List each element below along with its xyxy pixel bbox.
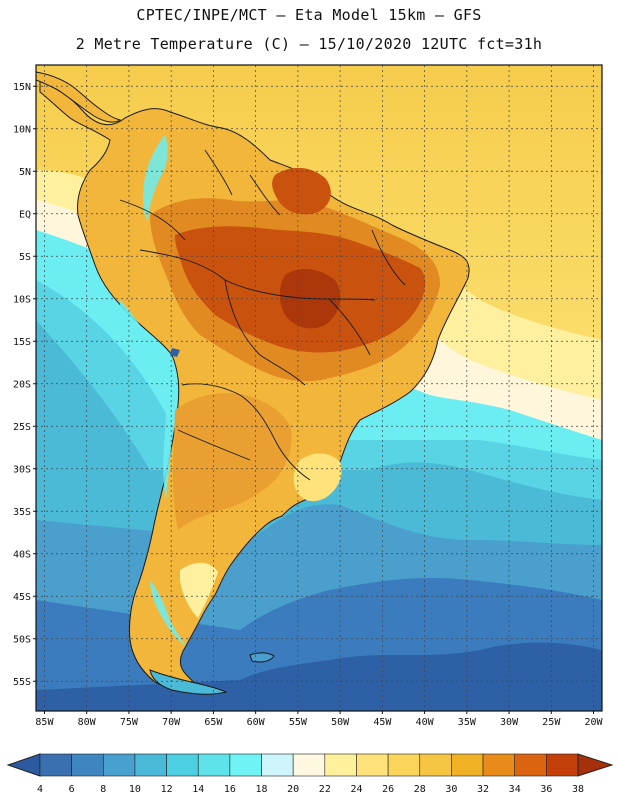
temperature-map: 15N 10N 5N EQ 5S 10S 15S 20S 25S 30S 35S 40S 45S 50S 5… [13, 64, 604, 728]
patagonia-cool [180, 562, 218, 618]
hot-zone-north [272, 167, 331, 215]
graticule [36, 65, 602, 711]
lon-label: 70W [162, 717, 181, 728]
longitude-labels: 85W 80W 75W 70W 65W 60W 55W 50W 45W 40W 35W 30W 25W 2… [35, 711, 604, 728]
colorbar-tick-label: 14 [192, 784, 204, 795]
colorbar-tick-label: 24 [350, 784, 362, 795]
colorbar-box [419, 753, 452, 777]
lake-titicaca [170, 348, 180, 357]
lat-label: 40S [13, 549, 31, 560]
colorbar-tick-label: 16 [224, 784, 236, 795]
lat-label: 10N [13, 124, 31, 135]
colorbar-tick-label: 20 [287, 784, 299, 795]
colorbar-box [324, 753, 357, 777]
title-line-1: CPTEC/INPE/MCT – Eta Model 15km – GFS [136, 6, 482, 24]
lat-label: 30S [13, 464, 31, 475]
lon-label: 80W [78, 717, 97, 728]
map-frame [35, 64, 603, 712]
colorbar-box [71, 753, 104, 777]
colorbar-tick-label: 34 [509, 784, 521, 795]
lon-label: 20W [585, 717, 604, 728]
warm-zone-south [172, 393, 292, 530]
colorbar-box [197, 753, 231, 777]
colorbar-box [102, 753, 136, 777]
colorbar-box [387, 753, 421, 777]
colorbar-box [546, 753, 579, 777]
colorbar-box [356, 753, 389, 777]
colorbar-tick-label: 18 [256, 784, 268, 795]
lon-label: 85W [35, 717, 54, 728]
lat-label: 55S [13, 677, 31, 688]
lon-label: 50W [331, 717, 350, 728]
cool-zone-south-brazil [293, 453, 342, 502]
country-borders [119, 149, 406, 481]
title-line-2: 2 Metre Temperature (C) – 15/10/2020 12U… [75, 35, 543, 53]
colorbar-box [514, 753, 547, 777]
tierra-del-fuego [149, 669, 228, 695]
colorbar-box [261, 753, 294, 777]
lat-label: 35S [13, 507, 31, 518]
colorbar-box [292, 753, 326, 777]
lat-label: EQ [19, 209, 31, 220]
falkland-islands [249, 652, 275, 663]
lat-label: 20S [13, 379, 31, 390]
lon-label: 75W [120, 717, 139, 728]
map-field [36, 65, 602, 711]
colorbar-box [39, 753, 72, 777]
lat-label: 15N [13, 82, 31, 93]
colorbar-tick-label: 28 [414, 784, 426, 795]
lat-label: 45S [13, 592, 31, 603]
colorbar: 4 6 8 10 12 14 16 18 20 22 24 26 28 30 32 34 36 38 [6, 753, 614, 795]
lat-label: 5S [19, 252, 31, 263]
colorbar-box [451, 753, 484, 777]
lat-label: 10S [13, 294, 31, 305]
colorbar-box [134, 753, 167, 777]
colorbar-tick-label: 38 [572, 784, 584, 795]
colorbar-tick-label: 26 [382, 784, 394, 795]
colorbar-tick-label: 8 [100, 784, 106, 795]
lon-label: 40W [416, 717, 435, 728]
colorbar-tick-label: 4 [37, 784, 43, 795]
colorbar-high-arrow [577, 753, 614, 777]
lon-label: 30W [500, 717, 519, 728]
lon-label: 55W [289, 717, 308, 728]
lon-label: 45W [373, 717, 392, 728]
colorbar-tick-label: 30 [445, 784, 457, 795]
colorbar-box [229, 753, 262, 777]
colorbar-box [482, 753, 516, 777]
lat-label: 50S [13, 634, 31, 645]
colorbar-tick-label: 12 [161, 784, 173, 795]
lat-label: 5N [19, 167, 31, 178]
colorbar-box [166, 753, 199, 777]
colorbar-tick-label: 32 [477, 784, 489, 795]
lon-label: 65W [204, 717, 223, 728]
colorbar-tick-label: 22 [319, 784, 331, 795]
lon-label: 25W [542, 717, 561, 728]
latitude-labels: 15N 10N 5N EQ 5S 10S 15S 20S 25S 30S 35S 40S 45S 50S 5… [13, 82, 36, 688]
lon-label: 60W [247, 717, 266, 728]
colorbar-tick-label: 36 [540, 784, 552, 795]
lat-label: 15S [13, 337, 31, 348]
colorbar-tick-label: 10 [129, 784, 141, 795]
lat-label: 25S [13, 422, 31, 433]
lon-label: 35W [458, 717, 477, 728]
colorbar-tick-label: 6 [69, 784, 75, 795]
colorbar-low-arrow [6, 753, 41, 777]
